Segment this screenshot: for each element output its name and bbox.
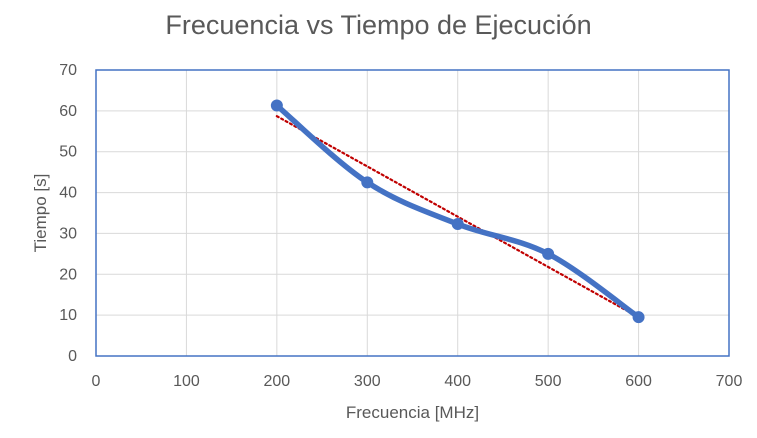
data-point — [632, 311, 645, 324]
y-tick-label: 0 — [68, 348, 77, 365]
y-tick-label: 40 — [59, 185, 77, 202]
data-point — [542, 247, 555, 260]
trendline-group — [275, 115, 640, 319]
x-tick-label: 400 — [444, 373, 471, 390]
y-tick-label: 30 — [59, 225, 77, 242]
y-tick-label: 20 — [59, 266, 77, 283]
x-tick-label: 700 — [716, 373, 743, 390]
x-tick-label: 300 — [354, 373, 381, 390]
data-point — [361, 176, 374, 189]
y-tick-label: 60 — [59, 103, 77, 120]
data-point — [451, 218, 464, 231]
x-axis-title: Frecuencia [MHz] — [346, 403, 479, 422]
y-tick-label: 50 — [59, 144, 77, 161]
trendline — [275, 115, 640, 319]
chart-title: Frecuencia vs Tiempo de Ejecución — [165, 10, 592, 40]
x-tick-labels: 0 100 200 300 400 500 600 700 — [92, 373, 743, 390]
y-tick-label: 70 — [59, 62, 77, 79]
x-tick-label: 100 — [173, 373, 200, 390]
x-tick-label: 500 — [535, 373, 562, 390]
x-tick-label: 200 — [264, 373, 291, 390]
y-axis-title: Tiempo [s] — [31, 174, 50, 253]
x-tick-label: 0 — [92, 373, 101, 390]
y-tick-label: 10 — [59, 307, 77, 324]
y-tick-labels: 0 10 20 30 40 50 60 70 — [59, 62, 77, 365]
x-tick-label: 600 — [625, 373, 652, 390]
series-group — [270, 99, 645, 324]
plot-border — [95, 69, 730, 357]
data-point — [270, 99, 283, 112]
